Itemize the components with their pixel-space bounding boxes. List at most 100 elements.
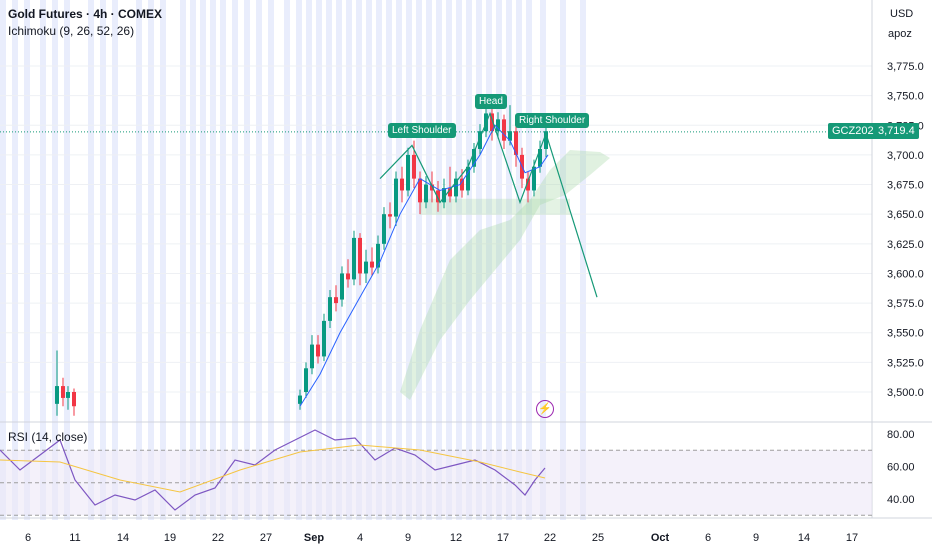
price-tick-label: 3,750.0 <box>887 91 924 103</box>
candle-body <box>514 131 518 155</box>
time-tick-label: 22 <box>544 532 556 544</box>
session-band <box>244 0 250 520</box>
candle-body <box>448 188 452 197</box>
time-tick-label: 25 <box>592 532 604 544</box>
rsi-tick-label: 40.00 <box>887 494 915 506</box>
last-price-tag: 3,719.4 <box>874 123 919 139</box>
session-band <box>160 0 166 520</box>
price-tick-label: 3,675.0 <box>887 180 924 192</box>
session-band <box>180 0 186 520</box>
candle-body <box>61 386 65 398</box>
session-band <box>436 0 442 520</box>
session-band <box>366 0 372 520</box>
session-band <box>112 0 118 520</box>
candle-body <box>298 395 302 404</box>
session-band <box>486 0 492 520</box>
right-shoulder-label[interactable]: Right Shoulder <box>515 113 590 128</box>
candle-body <box>346 273 350 280</box>
ichimoku-cloud <box>400 150 610 400</box>
price-tick-label: 3,650.0 <box>887 209 924 221</box>
candle-body <box>358 237 362 274</box>
rsi-legend[interactable]: RSI (14, close) <box>8 430 88 444</box>
session-band <box>446 0 452 520</box>
session-band <box>296 0 302 520</box>
candle-body <box>460 178 464 191</box>
session-band <box>40 0 46 520</box>
candle-body <box>352 237 356 280</box>
session-band <box>456 0 462 520</box>
scale-corner <box>874 0 932 46</box>
session-band <box>336 0 342 520</box>
candle-body <box>454 178 458 197</box>
price-axis: 3,775.03,750.03,725.03,700.03,675.03,650… <box>25 61 924 544</box>
price-tick-label: 3,525.0 <box>887 357 924 369</box>
candle-body <box>382 214 386 244</box>
candle-body <box>466 166 470 191</box>
candle-body <box>394 178 398 217</box>
candle-body <box>400 178 404 191</box>
candle-body <box>436 190 440 203</box>
time-tick-label: 19 <box>164 532 176 544</box>
session-band <box>0 0 6 520</box>
lightning-icon[interactable]: ⚡ <box>536 400 554 418</box>
time-tick-label: 4 <box>357 532 363 544</box>
time-tick-label: 17 <box>497 532 509 544</box>
gridlines <box>0 65 872 393</box>
session-band <box>190 0 196 520</box>
candle-body <box>72 392 76 407</box>
candle-body <box>310 344 314 369</box>
price-tick-label: 3,775.0 <box>887 61 924 73</box>
ticker-tag: GCZ2025 <box>828 123 884 139</box>
candle-body <box>370 261 374 268</box>
session-band <box>64 0 70 520</box>
rsi-tick-label: 60.00 <box>887 462 915 474</box>
session-band <box>284 0 290 520</box>
price-tick-label: 3,500.0 <box>887 387 924 399</box>
candle-body <box>472 148 476 167</box>
time-tick-label: 9 <box>405 532 411 544</box>
candle-body <box>418 178 422 203</box>
session-band <box>256 0 262 520</box>
session-band <box>210 0 216 520</box>
session-band <box>346 0 352 520</box>
head-shoulders-pattern <box>379 111 598 298</box>
session-band <box>88 0 94 520</box>
price-tick-label: 3,700.0 <box>887 150 924 162</box>
candle-body <box>388 214 392 217</box>
candle-body <box>430 184 434 191</box>
candle-body <box>66 392 70 398</box>
price-tick-label: 3,550.0 <box>887 328 924 340</box>
session-band <box>24 0 30 520</box>
candle-body <box>502 119 506 141</box>
session-band <box>232 0 238 520</box>
left-shoulder-label[interactable]: Left Shoulder <box>388 123 456 138</box>
time-tick-label: 27 <box>260 532 272 544</box>
session-band <box>560 0 566 520</box>
head-label[interactable]: Head <box>475 94 507 109</box>
candle-body <box>316 344 320 357</box>
time-tick-label: 6 <box>705 532 711 544</box>
session-band <box>406 0 412 520</box>
time-tick-label: Oct <box>651 532 670 544</box>
candle-body <box>376 243 380 268</box>
candle-body <box>544 131 548 149</box>
session-band <box>580 0 586 520</box>
session-band <box>306 0 312 520</box>
candle-body <box>508 131 512 141</box>
candle-body <box>442 188 446 203</box>
session-band <box>326 0 332 520</box>
session-band <box>506 0 512 520</box>
session-band <box>220 0 226 520</box>
neckline-zone <box>420 198 570 215</box>
symbol-title[interactable]: Gold Futures · 4h · COMEX <box>8 7 163 21</box>
session-band <box>426 0 432 520</box>
price-tick-label: 3,600.0 <box>887 268 924 280</box>
time-tick-label: 6 <box>25 532 31 544</box>
indicator-legend[interactable]: Ichimoku (9, 26, 52, 26) <box>8 24 135 38</box>
session-band <box>100 0 106 520</box>
session-band <box>526 0 532 520</box>
candle-body <box>406 154 410 191</box>
currency-label[interactable]: USD <box>890 8 914 20</box>
